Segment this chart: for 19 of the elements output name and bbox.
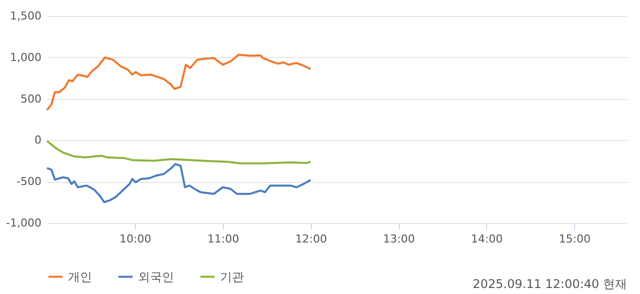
x-tick-label: 15:00 [558, 232, 591, 246]
x-tick-label: 11:00 [207, 232, 240, 246]
line-series [46, 54, 312, 112]
legend-label: 외국인 [138, 270, 174, 284]
y-tick-label: -1,000 [6, 216, 42, 230]
x-tick-label: 13:00 [383, 232, 415, 246]
text: 2025.09.11 12:00:40 현재 [472, 276, 627, 293]
legend-label: 개인 [68, 270, 92, 284]
y-tick-label: 1,000 [10, 50, 42, 64]
y-tick-label: 1,500 [10, 10, 42, 22]
x-tick-label: 14:00 [471, 232, 503, 246]
y-tick-label: -500 [16, 175, 42, 188]
y-tick-label: 0 [34, 134, 42, 147]
x-tick-label: 10:00 [120, 232, 152, 246]
x-tick-label: 12:00 [295, 232, 327, 246]
line-series [46, 163, 312, 204]
legend-label: 기관 [220, 270, 244, 284]
y-tick-label: 500 [20, 92, 42, 106]
line-series [46, 140, 312, 164]
